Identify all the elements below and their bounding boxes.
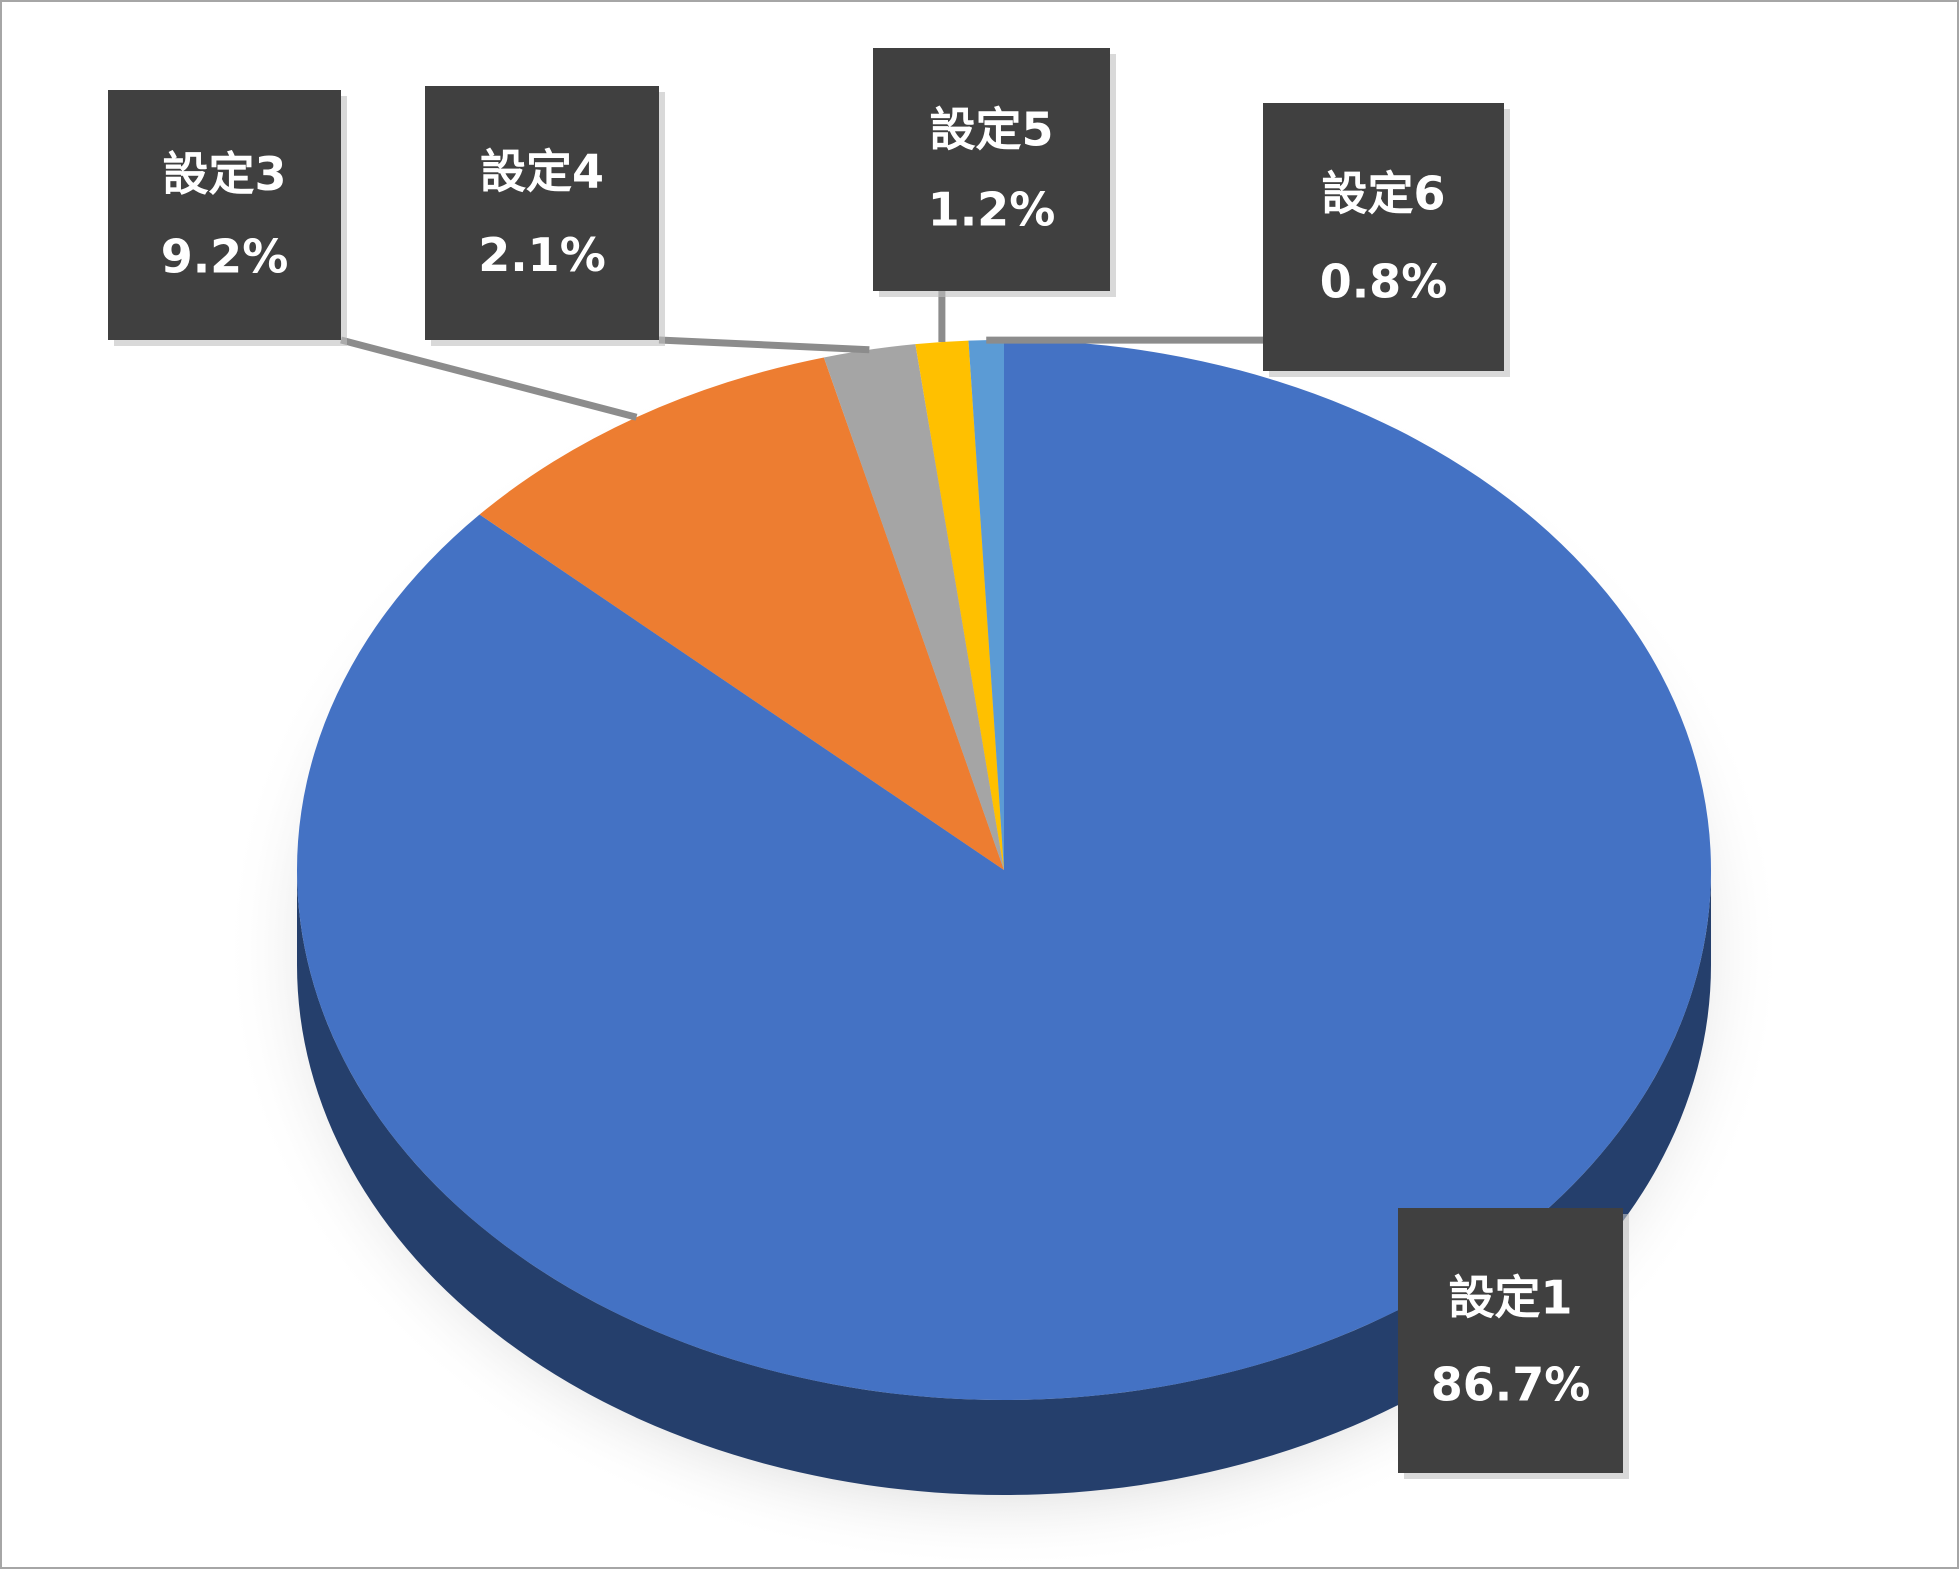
label-box xyxy=(1398,1208,1623,1473)
slice xyxy=(823,344,1004,870)
category-label: 設定1 xyxy=(1448,1270,1572,1324)
label-box xyxy=(873,48,1110,291)
label-box xyxy=(425,86,659,340)
category-label: 設定3 xyxy=(162,147,286,201)
value-label: 1.2% xyxy=(928,183,1056,237)
slice xyxy=(479,357,1004,870)
value-label: 86.7% xyxy=(1431,1358,1591,1412)
slice xyxy=(915,340,1004,870)
label-box xyxy=(1263,103,1504,371)
slice-side xyxy=(297,870,1711,1495)
leader-line xyxy=(340,336,638,421)
label-box xyxy=(108,90,341,340)
category-label: 設定4 xyxy=(480,144,604,198)
slice xyxy=(297,340,1712,1400)
value-label: 0.8% xyxy=(1320,255,1448,309)
category-label: 設定5 xyxy=(929,103,1053,157)
category-label: 設定6 xyxy=(1321,166,1445,220)
value-label: 9.2% xyxy=(161,230,289,284)
leader-line xyxy=(658,336,870,354)
slice xyxy=(968,340,1004,870)
value-label: 2.1% xyxy=(478,228,606,282)
